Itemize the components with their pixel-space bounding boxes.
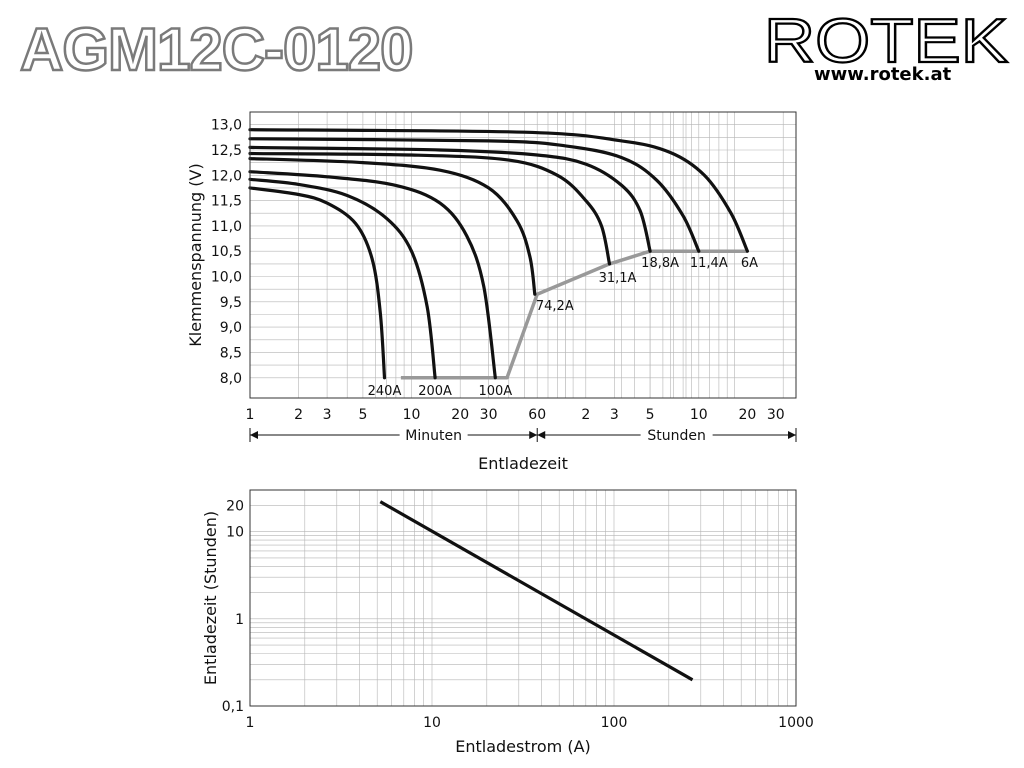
y-tick-label: 9,5: [220, 295, 242, 311]
y-tick-label: 20: [226, 498, 244, 514]
y-tick-label: 8,5: [220, 345, 242, 361]
minutes-label-bg: [399, 426, 468, 444]
curve-current-label: 18,8A: [641, 256, 679, 271]
x-tick-label: 1: [246, 715, 255, 731]
x-tick-label-minutes: 5: [358, 407, 367, 423]
y-tick-label: 11,5: [211, 194, 242, 210]
discharge-curve: [248, 177, 437, 380]
y-axis-title: Klemmenspannung (V): [186, 163, 205, 346]
x-tick-label-minutes: 20: [451, 407, 469, 423]
y-tick-label: 12,0: [211, 168, 242, 184]
discharge-curve: [248, 145, 652, 253]
y-tick-label: 13,0: [211, 118, 242, 134]
y-tick-label: 1: [235, 612, 244, 628]
brand-logo: ROTEK: [764, 12, 1009, 66]
x-tick-label: 10: [423, 715, 441, 731]
voltage-chart-labels: 13,0 12,5 12,0 11,5 11,0 10,5 10,0 9,5 9,0 8,5 8,0…: [186, 118, 797, 473]
hours-label-bg: [640, 426, 713, 444]
curve-current-label: 31,1A: [599, 271, 637, 286]
discharge-curve: [248, 128, 749, 253]
x-tick-label-minutes: 3: [323, 407, 332, 423]
y-tick-label: 9,0: [220, 320, 242, 336]
range-arrowhead: [537, 431, 546, 439]
y-tick-label: 0,1: [222, 699, 244, 715]
x-axis-title: Entladestrom (A): [455, 737, 591, 756]
time-current-line: [379, 500, 694, 682]
y-tick-label: 10,5: [211, 244, 242, 260]
product-title: AGM12C-0120: [19, 15, 415, 84]
x-tick-label-minutes: 60: [528, 407, 546, 423]
discharge-curve: [248, 170, 497, 380]
voltage-discharge-chart: 13,0 12,5 12,0 11,5 11,0 10,5 10,0 9,5 9,0 8,5 8,0…: [186, 111, 797, 473]
curve-current-label: 240A: [368, 384, 402, 399]
cutoff-voltage-line: [400, 249, 748, 380]
x-tick-label-minutes: 2: [294, 407, 303, 423]
range-arrowhead: [788, 431, 796, 439]
brand-url: www.rotek.at: [814, 64, 952, 85]
y-tick-label: 10: [226, 525, 244, 541]
curve-current-label: 200A: [418, 384, 452, 399]
discharge-curves: [248, 128, 749, 380]
y-axis-title: Entladezeit (Stunden): [201, 511, 220, 685]
minutes-range-label: Minuten: [405, 428, 462, 444]
range-arrowhead: [529, 431, 538, 439]
time-chart-frame: [249, 489, 797, 707]
x-tick-label-hours: 10: [690, 407, 708, 423]
x-tick-label-minutes: 1: [246, 407, 255, 423]
y-tick-label: 12,5: [211, 143, 242, 159]
voltage-chart-frame: [249, 111, 797, 399]
x-tick-label: 1000: [778, 715, 814, 731]
x-tick-label-minutes: 10: [403, 407, 421, 423]
curve-current-label: 6A: [741, 256, 758, 271]
discharge-curve: [248, 157, 537, 296]
time-current-polyline: [379, 500, 694, 682]
brand-name: ROTEK: [764, 12, 1008, 66]
x-tick-label-hours: 5: [646, 407, 655, 423]
x-tick-label-hours: 3: [610, 407, 619, 423]
x-tick-label-minutes: 30: [480, 407, 498, 423]
x-tick-label-hours: 30: [767, 407, 785, 423]
x-tick-label-hours: 20: [738, 407, 756, 423]
cutoff-voltage-polyline: [400, 249, 748, 380]
x-tick-label: 100: [601, 715, 628, 731]
x-tick-label-hours: 2: [581, 407, 590, 423]
hours-range-label: Stunden: [647, 428, 706, 444]
y-tick-label: 8,0: [220, 371, 242, 387]
discharge-curve: [248, 186, 387, 380]
discharge-curve: [248, 137, 701, 253]
curve-current-label: 100A: [478, 384, 512, 399]
discharge-curve: [248, 151, 612, 266]
time-chart-grid: [250, 490, 796, 706]
curve-current-label: 74,2A: [536, 299, 574, 314]
y-tick-label: 10,0: [211, 270, 242, 286]
curve-current-label: 11,4A: [690, 256, 728, 271]
y-tick-label: 11,0: [211, 219, 242, 235]
range-arrowhead: [250, 431, 258, 439]
product-title-text: AGM12C-0120: [20, 16, 413, 83]
x-axis-title: Entladezeit: [478, 454, 568, 473]
